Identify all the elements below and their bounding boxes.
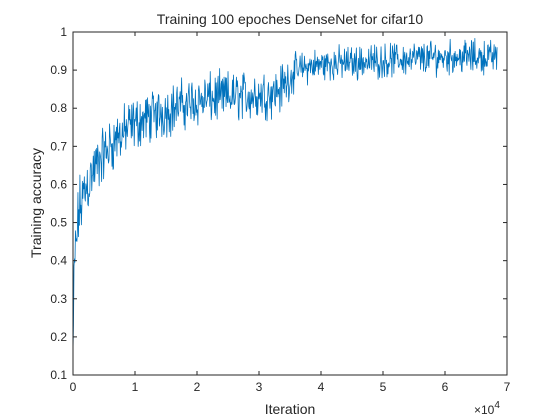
y-tick-label: 0.7 — [50, 139, 67, 153]
y-tick-label: 0.9 — [50, 63, 67, 77]
chart-title: Training 100 epoches DenseNet for cifar1… — [157, 11, 424, 27]
y-tick-label: 0.8 — [50, 101, 67, 115]
y-tick-label: 0.4 — [50, 254, 67, 268]
y-tick-label: 0.6 — [50, 177, 67, 191]
x-tick-label: 3 — [256, 380, 263, 394]
x-tick-label: 1 — [132, 380, 139, 394]
y-tick-label: 0.2 — [50, 330, 67, 344]
y-tick-label: 0.3 — [50, 292, 67, 306]
x-axis-multiplier-exponent: 4 — [494, 400, 500, 411]
x-tick-label: 5 — [380, 380, 387, 394]
y-tick-label: 0.1 — [50, 368, 67, 382]
x-tick-label: 6 — [442, 380, 449, 394]
x-tick-label: 7 — [504, 380, 511, 394]
x-axis-multiplier-base: ×10 — [474, 403, 495, 417]
y-axis-title: Training accuracy — [28, 148, 44, 258]
x-tick-label: 4 — [318, 380, 325, 394]
y-tick-label: 1 — [60, 25, 67, 39]
y-tick-label: 0.5 — [50, 216, 67, 230]
x-tick-label: 2 — [194, 380, 201, 394]
x-axis-title: Iteration — [265, 401, 316, 417]
x-tick-label: 0 — [70, 380, 77, 394]
